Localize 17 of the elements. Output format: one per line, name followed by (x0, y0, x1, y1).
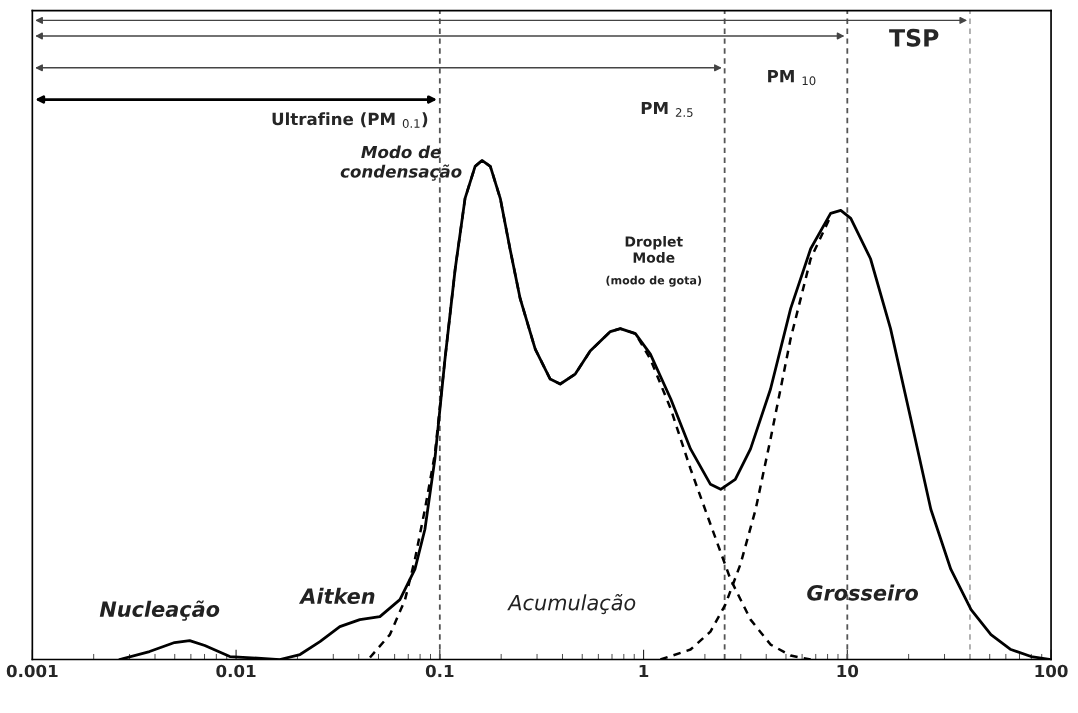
x-tick-label: 100 (1035, 664, 1068, 678)
x-tick-label: 10 (837, 664, 859, 678)
annotation: Grosseiro (807, 584, 919, 601)
annotation: Acumulação (507, 593, 636, 615)
ref-line-label: PM $_{2.5}$ (641, 101, 693, 117)
x-tick-label: 1 (639, 664, 649, 678)
annotation: Nucleação (99, 600, 220, 621)
annotation: Droplet Mode (625, 236, 683, 263)
ref-line-label: PM $_{10}$ (768, 70, 816, 86)
x-tick-label: 0.01 (216, 664, 256, 678)
ref-line-label: Ultrafine (PM $_{0.1}$) (272, 112, 428, 128)
annotation: Modo de condensação (340, 145, 462, 181)
x-tick-label: 0.1 (425, 664, 454, 678)
x-tick-label: 0.001 (6, 664, 58, 678)
annotation: Aitken (298, 587, 375, 604)
ref-line-label: TSP (889, 28, 939, 47)
annotation: (modo de gota) (606, 275, 702, 287)
